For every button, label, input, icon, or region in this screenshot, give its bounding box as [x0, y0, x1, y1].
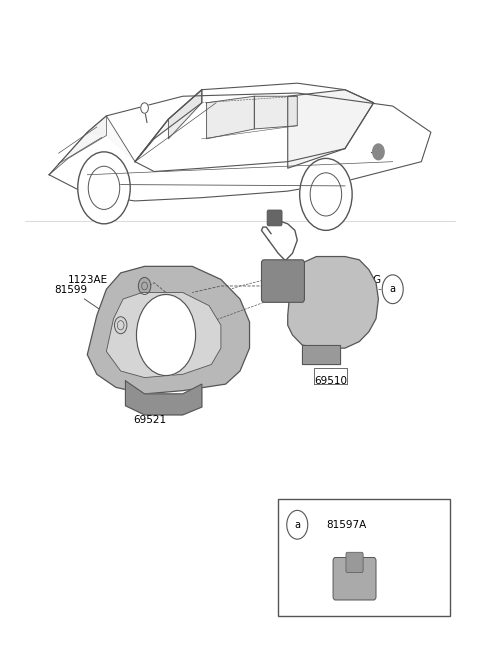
Text: a: a: [390, 284, 396, 294]
Circle shape: [300, 158, 352, 231]
Polygon shape: [135, 90, 202, 162]
Circle shape: [115, 317, 127, 334]
Text: 69510: 69510: [314, 376, 347, 386]
Text: a: a: [294, 520, 300, 530]
PathPatch shape: [87, 266, 250, 394]
Circle shape: [382, 275, 403, 304]
FancyBboxPatch shape: [267, 210, 282, 226]
FancyBboxPatch shape: [278, 499, 450, 616]
Polygon shape: [125, 381, 202, 415]
Circle shape: [141, 102, 148, 113]
Text: 81599: 81599: [54, 284, 116, 321]
PathPatch shape: [288, 256, 378, 348]
Polygon shape: [288, 90, 373, 168]
Circle shape: [372, 144, 384, 160]
Polygon shape: [87, 116, 168, 162]
Circle shape: [136, 294, 196, 376]
Text: 81597A: 81597A: [326, 520, 366, 530]
FancyBboxPatch shape: [346, 553, 363, 572]
Circle shape: [138, 277, 151, 294]
Circle shape: [287, 510, 308, 539]
Circle shape: [78, 152, 130, 224]
Polygon shape: [168, 90, 202, 139]
Polygon shape: [302, 345, 340, 365]
Polygon shape: [49, 116, 107, 175]
FancyBboxPatch shape: [262, 260, 304, 302]
FancyBboxPatch shape: [333, 558, 376, 600]
Text: 69521: 69521: [133, 415, 166, 425]
PathPatch shape: [107, 292, 221, 378]
Polygon shape: [206, 97, 254, 139]
Polygon shape: [254, 97, 297, 129]
Text: 81230G: 81230G: [305, 275, 381, 284]
Text: 1123AE: 1123AE: [68, 275, 137, 286]
